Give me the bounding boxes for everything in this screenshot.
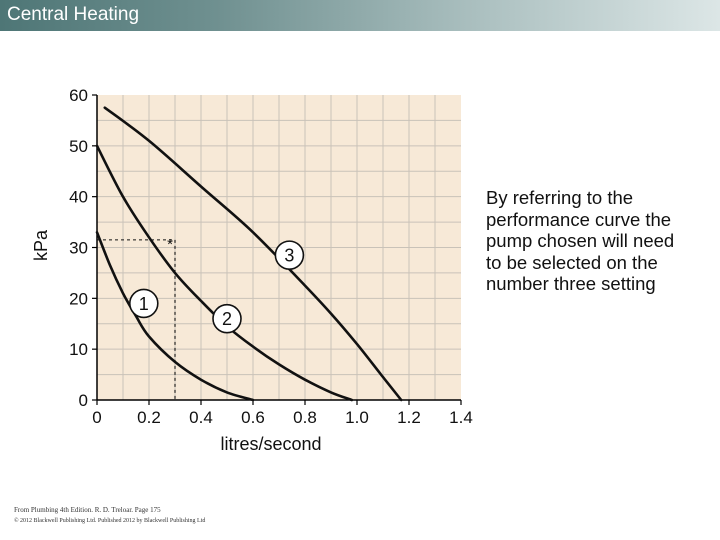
explanation-line: pump chosen will need bbox=[486, 230, 675, 251]
y-tick-label: 0 bbox=[79, 391, 88, 410]
y-tick-label: 40 bbox=[69, 188, 88, 207]
x-tick-label: 1.4 bbox=[449, 408, 473, 427]
y-tick-label: 20 bbox=[69, 289, 88, 308]
curve-label: 1 bbox=[139, 294, 149, 314]
explanation-text: By referring to the performance curve th… bbox=[486, 187, 711, 295]
curve-label-circle bbox=[129, 288, 159, 319]
x-axis-label: litres/second bbox=[220, 434, 321, 454]
x-tick-label: 0.8 bbox=[293, 408, 317, 427]
operating-point-marker: * bbox=[167, 236, 173, 253]
explanation-line: to be selected on the bbox=[486, 251, 658, 273]
curve-label-circle bbox=[274, 240, 305, 270]
x-tick-label: 0.6 bbox=[241, 408, 265, 427]
curve-3 bbox=[103, 106, 403, 402]
explanation-line: performance curve the bbox=[486, 208, 672, 230]
curve-label: 3 bbox=[284, 246, 294, 266]
y-tick-label: 10 bbox=[69, 340, 88, 359]
curve-label-circle bbox=[212, 303, 242, 334]
x-tick-label: 1.2 bbox=[397, 408, 421, 427]
curve-1 bbox=[95, 231, 255, 402]
source-citation: From Plumbing 4th Edition. R. D. Treloar… bbox=[14, 506, 161, 514]
y-tick-label: 60 bbox=[69, 86, 88, 105]
x-tick-label: 0 bbox=[92, 408, 101, 427]
y-tick-label: 30 bbox=[69, 239, 88, 258]
page-title: Central Heating bbox=[7, 4, 140, 25]
explanation-line: By referring to the bbox=[486, 187, 634, 208]
copyright-notice: © 2012 Blackwell Publishing Ltd. Publish… bbox=[14, 518, 206, 524]
x-tick-label: 1.0 bbox=[345, 408, 369, 427]
curve-label: 2 bbox=[222, 309, 232, 329]
y-tick-label: 50 bbox=[69, 137, 88, 156]
explanation-line: number three setting bbox=[486, 273, 656, 294]
y-axis-label: kPa bbox=[31, 229, 51, 261]
x-tick-label: 0.2 bbox=[137, 408, 161, 427]
header-bar: Central Heating bbox=[0, 0, 720, 31]
x-tick-label: 0.4 bbox=[189, 408, 213, 427]
